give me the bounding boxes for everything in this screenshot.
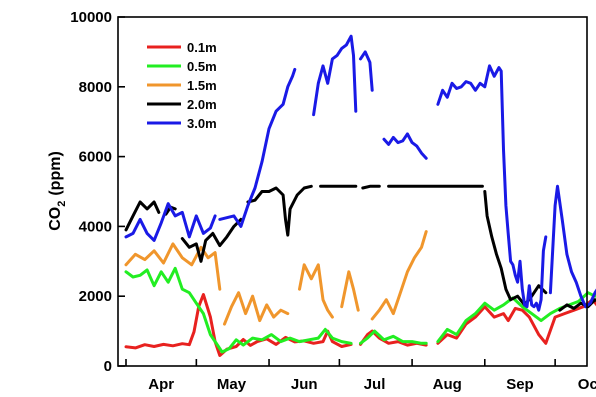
x-tick-label-sep: Sep bbox=[506, 376, 534, 393]
series-0-5m-segment-1 bbox=[359, 329, 428, 345]
legend-label-3-0m: 3.0m bbox=[187, 116, 217, 131]
x-tick-label-apr: Apr bbox=[148, 376, 174, 393]
y-tick-label: 8000 bbox=[79, 79, 112, 96]
series-2-0m-segment-0 bbox=[124, 200, 161, 232]
y-tick-label: 2000 bbox=[79, 288, 112, 305]
series-1-5m-segment-2 bbox=[298, 263, 334, 319]
series-3-0m-segment-3 bbox=[359, 50, 374, 92]
y-tick-label: 0 bbox=[104, 358, 112, 375]
series-3-0m-segment-4 bbox=[382, 132, 428, 160]
x-tick-label-oct: Oct bbox=[578, 376, 596, 393]
x-tick-label-jul: Jul bbox=[364, 376, 386, 393]
x-tick-label-jun: Jun bbox=[291, 376, 318, 393]
y-tick-label: 10000 bbox=[70, 9, 112, 26]
legend-label-1-5m: 1.5m bbox=[187, 78, 217, 93]
plot-frame bbox=[117, 16, 588, 367]
x-tick-label-may: May bbox=[217, 376, 247, 393]
y-tick-label: 6000 bbox=[79, 149, 112, 166]
series-1-5m-segment-4 bbox=[370, 230, 428, 321]
legend-label-0-5m: 0.5m bbox=[187, 59, 217, 74]
series-3-0m-segment-6 bbox=[548, 184, 596, 309]
series-3-0m-segment-5 bbox=[436, 64, 548, 312]
legend-label-0-1m: 0.1m bbox=[187, 40, 217, 55]
series-0-5m-segment-0 bbox=[124, 266, 353, 354]
series-1-5m-segment-0 bbox=[124, 242, 222, 291]
legend-label-2-0m: 2.0m bbox=[187, 97, 217, 112]
series-2-0m-segment-3 bbox=[246, 184, 313, 237]
series-3-0m-segment-0 bbox=[124, 202, 217, 242]
series-3-0m-segment-2 bbox=[312, 34, 358, 117]
series-1-5m-segment-3 bbox=[340, 270, 360, 312]
series-2-0m-segment-5 bbox=[361, 184, 381, 190]
series-2-0m-segment-2 bbox=[180, 217, 243, 263]
y-axis-title-unit: (ppm) bbox=[47, 151, 64, 195]
y-axis-title: CO2 (ppm) bbox=[47, 151, 68, 231]
series-3-0m-segment-1 bbox=[218, 67, 297, 228]
y-axis-title-main: CO bbox=[47, 207, 64, 231]
series-2-0m-segment-7 bbox=[483, 190, 548, 307]
series-0-1m-segment-1 bbox=[359, 329, 428, 347]
series-1-5m-segment-1 bbox=[223, 291, 290, 326]
x-tick-label-aug: Aug bbox=[433, 376, 462, 393]
series-0-1m-segment-0 bbox=[124, 293, 353, 357]
y-tick-label: 4000 bbox=[79, 218, 112, 235]
y-axis-title-subscript: 2 bbox=[56, 201, 68, 207]
